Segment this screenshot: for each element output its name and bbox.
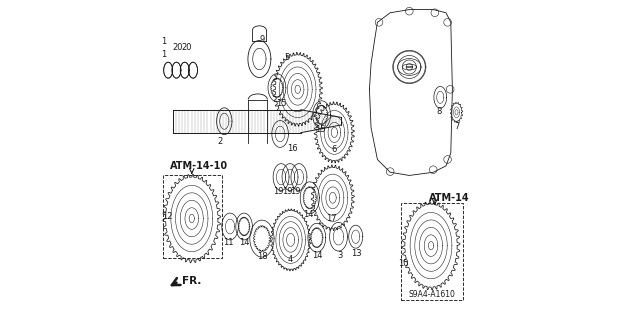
Text: 19: 19	[273, 187, 284, 196]
Text: 14: 14	[239, 238, 250, 247]
Text: 19: 19	[282, 187, 292, 196]
Text: FR.: FR.	[182, 276, 201, 286]
Text: 8: 8	[436, 107, 442, 116]
Text: 9: 9	[259, 35, 264, 44]
Text: 16: 16	[287, 144, 298, 153]
Text: 2: 2	[218, 137, 223, 146]
Text: 17: 17	[326, 214, 337, 223]
Text: 3: 3	[337, 251, 342, 260]
Text: 14: 14	[303, 210, 313, 219]
Text: 1: 1	[161, 50, 166, 59]
Text: 15: 15	[276, 99, 286, 108]
Text: 6: 6	[332, 145, 337, 154]
Text: ATM-14: ATM-14	[428, 193, 469, 203]
Text: 20: 20	[181, 43, 192, 52]
Text: 10: 10	[397, 259, 408, 268]
Text: 13: 13	[351, 249, 362, 258]
Text: 15: 15	[316, 125, 326, 134]
Text: 5: 5	[284, 53, 289, 62]
Text: 12: 12	[163, 212, 173, 221]
Text: 4: 4	[288, 256, 293, 264]
Text: ATM-14-10: ATM-14-10	[170, 161, 228, 171]
Text: 14: 14	[312, 251, 323, 260]
Text: S9A4-A1610: S9A4-A1610	[409, 290, 456, 299]
Text: 18: 18	[257, 252, 268, 261]
Text: 1: 1	[161, 37, 166, 46]
Text: 20: 20	[173, 43, 183, 52]
Text: 19: 19	[291, 187, 301, 196]
Text: 7: 7	[454, 122, 460, 130]
Text: 11: 11	[223, 238, 234, 247]
